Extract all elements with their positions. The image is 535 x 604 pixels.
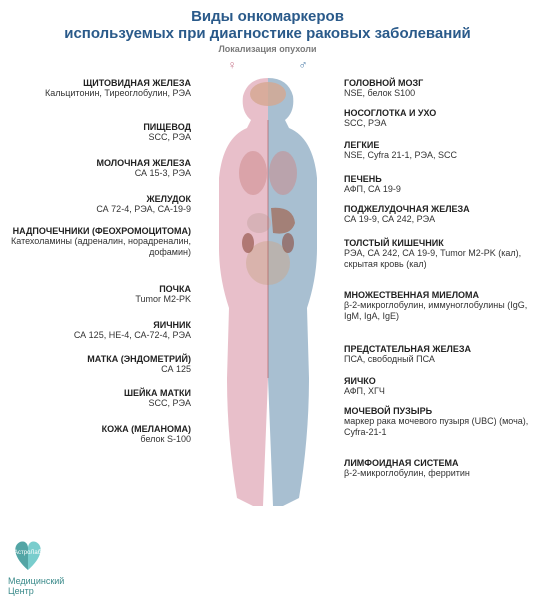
- organ-name: ПОЧКА: [159, 284, 191, 294]
- organ-name: ПОДЖЕЛУДОЧНАЯ ЖЕЛЕЗА: [344, 204, 470, 214]
- marker-list: SCC, РЭА: [344, 118, 529, 128]
- organ-name: ЛЕГКИЕ: [344, 140, 379, 150]
- right-label-10: ЛИМФОИДНАЯ СИСТЕМАβ-2-микроглобулин, фер…: [344, 458, 529, 479]
- organ-name: ПРЕДСТАТЕЛЬНАЯ ЖЕЛЕЗА: [344, 344, 471, 354]
- marker-list: NSE, белок S100: [344, 88, 529, 98]
- body-figure: [193, 78, 343, 508]
- organ-name: ЯИЧКО: [344, 376, 376, 386]
- gender-icons: ♀ ♂: [228, 58, 308, 72]
- right-label-2: ЛЕГКИЕNSE, Cyfra 21-1, РЭА, SCC: [344, 140, 529, 161]
- marker-list: Кальцитонин, Тиреоглобулин, РЭА: [6, 88, 191, 98]
- left-label-1: ПИЩЕВОДSCC, РЭА: [6, 122, 191, 143]
- organ-name: МОЧЕВОЙ ПУЗЫРЬ: [344, 406, 432, 416]
- marker-list: SCC, РЭА: [6, 132, 191, 142]
- marker-list: β-2-микроглобулин, иммуноглобулины (IgG,…: [344, 300, 529, 321]
- logo-heart-icon: АстроЛаб: [8, 534, 48, 574]
- left-label-2: МОЛОЧНАЯ ЖЕЛЕЗАСА 15-3, РЭА: [6, 158, 191, 179]
- right-label-8: ЯИЧКОАФП, ХГЧ: [344, 376, 529, 397]
- title-line-1: Виды онкомаркеров: [10, 8, 525, 25]
- organ-name: МНОЖЕСТВЕННАЯ МИЕЛОМА: [344, 290, 479, 300]
- male-symbol: ♂: [299, 58, 308, 72]
- marker-list: СА 125, НЕ-4, СА-72-4, РЭА: [6, 330, 191, 340]
- organ-name: ЖЕЛУДОК: [147, 194, 192, 204]
- right-label-6: МНОЖЕСТВЕННАЯ МИЕЛОМАβ-2-микроглобулин, …: [344, 290, 529, 321]
- organ-name: ПИЩЕВОД: [143, 122, 191, 132]
- right-label-3: ПЕЧЕНЬАФП, СА 19-9: [344, 174, 529, 195]
- marker-list: Tumor M2-PK: [6, 294, 191, 304]
- marker-list: СА 15-3, РЭА: [6, 168, 191, 178]
- marker-list: NSE, Cyfra 21-1, РЭА, SCC: [344, 150, 529, 160]
- marker-list: СА 72-4, РЭА, СА-19-9: [6, 204, 191, 214]
- marker-list: маркер рака мочевого пузыря (UBC) (моча)…: [344, 416, 529, 437]
- organ-name: ЯИЧНИК: [153, 320, 191, 330]
- left-label-6: ЯИЧНИКСА 125, НЕ-4, СА-72-4, РЭА: [6, 320, 191, 341]
- right-label-1: НОСОГЛОТКА И УХОSCC, РЭА: [344, 108, 529, 129]
- organ-name: МАТКА (ЭНДОМЕТРИЙ): [87, 354, 191, 364]
- left-label-3: ЖЕЛУДОКСА 72-4, РЭА, СА-19-9: [6, 194, 191, 215]
- organ-name: ШЕЙКА МАТКИ: [124, 388, 191, 398]
- left-label-0: ЩИТОВИДНАЯ ЖЕЛЕЗАКальцитонин, Тиреоглобу…: [6, 78, 191, 99]
- marker-list: SCC, РЭА: [6, 398, 191, 408]
- logo-line-1: Медицинский: [8, 576, 64, 586]
- marker-list: ПСА, свободный ПСА: [344, 354, 529, 364]
- organ-name: ЛИМФОИДНАЯ СИСТЕМА: [344, 458, 459, 468]
- organ-name: МОЛОЧНАЯ ЖЕЛЕЗА: [97, 158, 191, 168]
- marker-list: АФП, ХГЧ: [344, 386, 529, 396]
- organ-name: ЩИТОВИДНАЯ ЖЕЛЕЗА: [83, 78, 191, 88]
- organ-name: ПЕЧЕНЬ: [344, 174, 382, 184]
- title-line-2: используемых при диагностике раковых заб…: [10, 25, 525, 42]
- logo-line-2: Центр: [8, 586, 64, 596]
- organ-name: КОЖА (МЕЛАНОМА): [102, 424, 191, 434]
- marker-list: СА 19-9, СА 242, РЭА: [344, 214, 529, 224]
- right-label-9: МОЧЕВОЙ ПУЗЫРЬмаркер рака мочевого пузыр…: [344, 406, 529, 437]
- left-label-4: НАДПОЧЕЧНИКИ (ФЕОХРОМОЦИТОМА)Катехоламин…: [6, 226, 191, 257]
- female-symbol: ♀: [228, 58, 237, 72]
- left-label-5: ПОЧКАTumor M2-PK: [6, 284, 191, 305]
- right-label-5: ТОЛСТЫЙ КИШЕЧНИКРЭА, СА 242, СА 19-9, Tu…: [344, 238, 529, 269]
- logo-brand: АстроЛаб: [14, 550, 42, 556]
- organ-name: НАДПОЧЕЧНИКИ (ФЕОХРОМОЦИТОМА): [13, 226, 191, 236]
- marker-list: СА 125: [6, 364, 191, 374]
- left-label-8: ШЕЙКА МАТКИSCC, РЭА: [6, 388, 191, 409]
- subtitle: Локализация опухоли: [10, 44, 525, 54]
- right-label-0: ГОЛОВНОЙ МОЗГNSE, белок S100: [344, 78, 529, 99]
- organ-name: НОСОГЛОТКА И УХО: [344, 108, 436, 118]
- marker-list: РЭА, СА 242, СА 19-9, Tumor M2-PK (кал),…: [344, 248, 529, 269]
- marker-list: Катехоламины (адреналин, норадреналин, д…: [6, 236, 191, 257]
- right-label-7: ПРЕДСТАТЕЛЬНАЯ ЖЕЛЕЗАПСА, свободный ПСА: [344, 344, 529, 365]
- marker-list: β-2-микроглобулин, ферритин: [344, 468, 529, 478]
- logo: АстроЛаб Медицинский Центр: [8, 534, 64, 596]
- marker-list: белок S-100: [6, 434, 191, 444]
- organ-name: ТОЛСТЫЙ КИШЕЧНИК: [344, 238, 444, 248]
- marker-list: АФП, СА 19-9: [344, 184, 529, 194]
- organ-name: ГОЛОВНОЙ МОЗГ: [344, 78, 423, 88]
- left-label-9: КОЖА (МЕЛАНОМА)белок S-100: [6, 424, 191, 445]
- left-label-7: МАТКА (ЭНДОМЕТРИЙ)СА 125: [6, 354, 191, 375]
- right-label-4: ПОДЖЕЛУДОЧНАЯ ЖЕЛЕЗАСА 19-9, СА 242, РЭА: [344, 204, 529, 225]
